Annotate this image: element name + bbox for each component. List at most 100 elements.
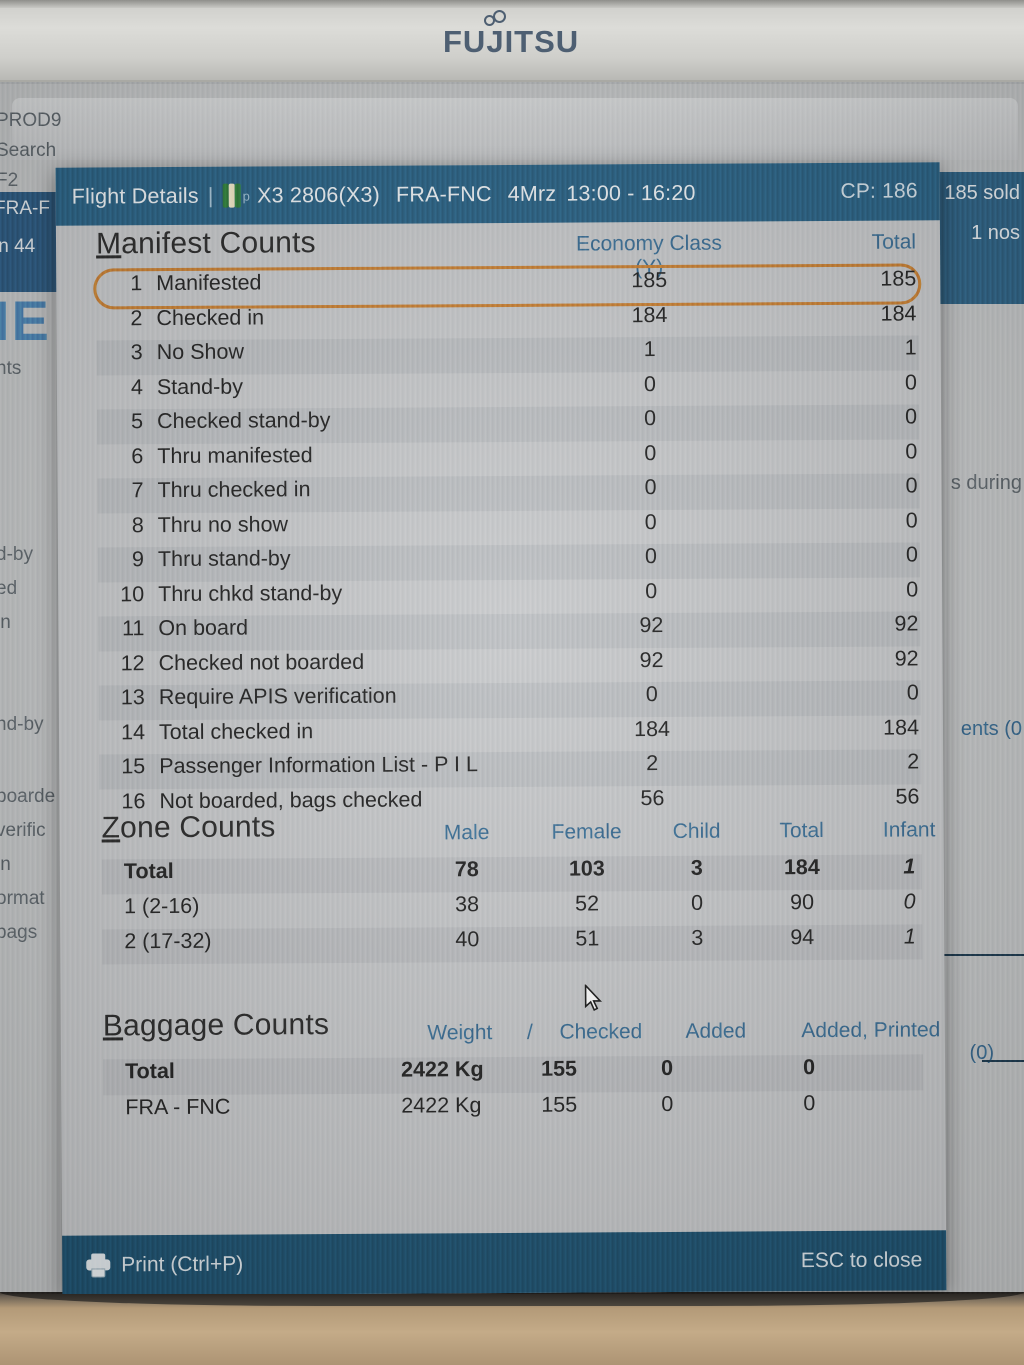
row-label: Total checked in	[158, 718, 314, 744]
table-row[interactable]: 6 Thru manifested 0 0	[97, 439, 919, 479]
row-value-economy: 92	[639, 647, 664, 672]
row-label: Thru manifested	[157, 442, 313, 468]
row-label: Thru stand-by	[157, 546, 291, 572]
baggage-col-added: Added	[685, 1019, 747, 1043]
monitor-screen: n GoNow - Flight Summary ↻ – ☐ ✕ FRA-F i…	[0, 82, 1024, 1294]
row-label: 2 (17-32)	[124, 928, 212, 954]
row-index: 6	[131, 443, 144, 468]
table-row[interactable]: 4 Stand-by 0 0	[97, 370, 919, 410]
row-value-economy: 0	[644, 544, 658, 569]
table-row[interactable]: 9 Thru stand-by 0 0	[97, 542, 921, 582]
row-value-female: 52	[575, 891, 600, 916]
row-value-economy: 1	[643, 337, 656, 362]
row-value-total: 56	[895, 783, 920, 809]
bg-left-text-verific: verific	[0, 820, 46, 841]
table-row[interactable]: 13 Require APIS verification 0 0	[98, 680, 921, 720]
table-row[interactable]: 8 Thru no show 0 0	[98, 508, 920, 548]
table-row[interactable]: Total 2422 Kg 155 0 0	[103, 1054, 924, 1096]
row-value-checked: 155	[541, 1092, 578, 1117]
row-label: On board	[158, 615, 249, 641]
row-index: 9	[131, 547, 145, 572]
row-label: Thru no show	[157, 511, 289, 537]
esc-to-close-hint: ESC to close	[800, 1248, 923, 1273]
table-row[interactable]: 12 Checked not boarded 92 92	[99, 646, 921, 686]
row-value-economy: 92	[639, 613, 664, 638]
bg-left-text-ormat: ormat	[0, 888, 45, 909]
row-index: 7	[131, 478, 144, 503]
bg-right-text-ents: ents (0	[960, 718, 1022, 740]
row-value-total: 0	[906, 680, 919, 705]
table-row[interactable]: 3 No Show 1 1	[96, 335, 919, 375]
table-row[interactable]: 1 Manifested 185 185	[93, 263, 922, 310]
dialog-footer: Print (Ctrl+P) ESC to close	[62, 1230, 947, 1294]
table-row[interactable]: 1 (2-16) 38 52 0 90 0	[102, 889, 922, 929]
row-index: 14	[121, 719, 146, 744]
row-value-male: 38	[455, 892, 480, 917]
table-row[interactable]: 7 Thru checked in 0 0	[97, 473, 920, 513]
table-row[interactable]: 15 Passenger Information List - P I L 2 …	[99, 749, 922, 789]
row-value-female: 51	[575, 926, 600, 951]
bg-left-text-dby: d-by	[0, 544, 33, 565]
row-label: Stand-by	[156, 374, 244, 399]
flight-route: FRA-FNC	[395, 181, 492, 207]
background-right-blue-panel	[932, 172, 1024, 304]
row-value-total: 92	[894, 645, 919, 671]
capacity-label: CP: 186	[840, 179, 918, 203]
row-value-total: 0	[905, 404, 918, 429]
bg-left-text-nts: nts	[0, 358, 22, 379]
table-row[interactable]: Total 78 103 3 184 1	[101, 854, 922, 895]
table-row[interactable]: 2 Checked in 184 184	[96, 301, 918, 341]
row-value-total: 90	[790, 890, 815, 915]
row-index: 15	[121, 754, 146, 779]
table-row[interactable]: 10 Thru chkd stand-by 0 0	[98, 577, 920, 617]
row-label: Thru chkd stand-by	[158, 580, 343, 606]
bg-right-text-during: s during	[950, 472, 1022, 494]
printer-icon[interactable]	[86, 1253, 111, 1278]
table-row[interactable]: 2 (17-32) 40 51 3 94 1	[102, 924, 923, 965]
row-value-economy: 0	[644, 509, 657, 534]
zone-col-total: Total	[779, 819, 824, 843]
flight-time: 13:00 - 16:20	[566, 180, 696, 206]
row-value-total: 1	[904, 335, 917, 360]
row-value-economy: 0	[645, 682, 658, 707]
table-row[interactable]: FRA - FNC 2422 Kg 155 0 0	[103, 1090, 923, 1131]
row-index: 1	[130, 271, 143, 296]
baggage-title-rest: aggage Counts	[122, 1008, 330, 1043]
row-value-child: 3	[690, 855, 703, 880]
manifest-col-total: Total	[871, 230, 917, 254]
row-label: Passenger Information List - P I L	[159, 752, 478, 779]
row-value-total: 0	[905, 542, 919, 567]
row-index: 8	[131, 512, 144, 537]
baggage-col-weight: Weight	[427, 1021, 493, 1045]
fujitsu-logo-dots	[484, 10, 510, 26]
bg-left-text-in44: in 44	[0, 236, 36, 257]
row-value-total: 92	[894, 611, 919, 636]
row-value-economy: 185	[631, 267, 668, 293]
print-button[interactable]: Print (Ctrl+P)	[121, 1252, 244, 1277]
row-value-added-printed: 0	[803, 1091, 816, 1116]
table-row[interactable]: 5 Checked stand-by 0 0	[97, 404, 920, 444]
row-value-added-printed: 0	[802, 1055, 816, 1080]
row-value-infant: 0	[903, 889, 916, 914]
bg-left-text-ie: IE	[0, 289, 51, 352]
bg-right-text-zero: (0)	[969, 1042, 994, 1064]
row-index: 11	[121, 616, 145, 641]
bg-left-text-bags: bags	[0, 922, 38, 943]
row-label: FRA - FNC	[125, 1094, 231, 1120]
row-value-checked: 155	[541, 1056, 578, 1081]
row-value-infant: 1	[903, 854, 916, 879]
manifest-counts-section: Manifest Counts Economy Class (Y) Total …	[93, 226, 922, 823]
row-value-economy: 184	[633, 716, 671, 741]
row-value-total: 2	[907, 749, 920, 774]
zone-col-male: Male	[443, 821, 490, 845]
table-row[interactable]: 11 On board 92 92	[98, 611, 921, 651]
flag-sub-label: p	[242, 188, 251, 204]
row-value-total: 0	[904, 369, 917, 395]
background-left-blue-panel: FRA-F in 44	[0, 192, 64, 292]
row-label: Not boarded, bags checked	[159, 786, 423, 813]
row-value-added: 0	[661, 1091, 674, 1117]
row-index: 10	[120, 581, 145, 606]
bg-left-text-ed: ed	[0, 578, 18, 599]
row-value-total: 0	[905, 473, 918, 498]
table-row[interactable]: 14 Total checked in 184 184	[99, 715, 921, 755]
